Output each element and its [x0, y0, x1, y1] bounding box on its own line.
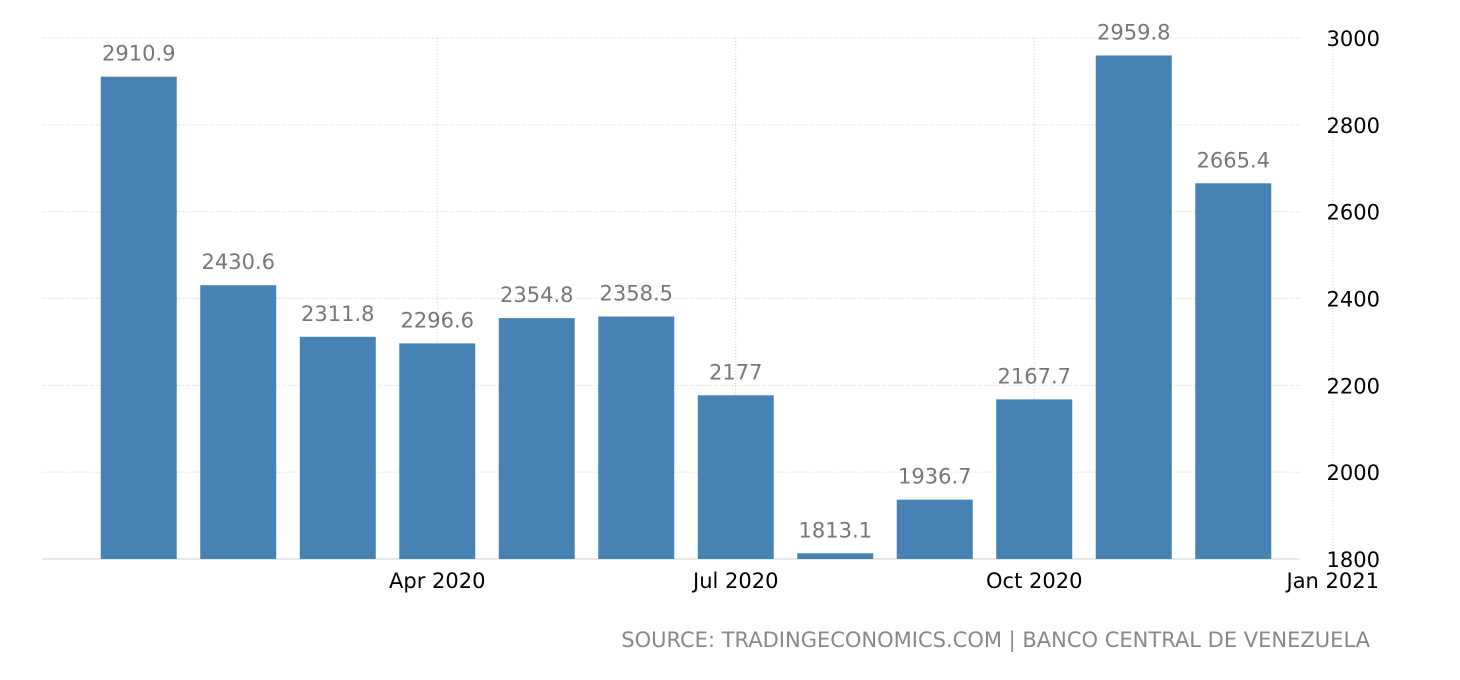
y-tick-label: 2600	[1327, 201, 1380, 225]
data-label: 2665.4	[1197, 148, 1270, 172]
bar	[996, 399, 1073, 559]
source-note: SOURCE: TRADINGECONOMICS.COM | BANCO CEN…	[621, 628, 1370, 652]
bar	[797, 553, 874, 559]
bar	[598, 316, 675, 559]
y-tick-label: 2000	[1327, 461, 1380, 485]
bar	[697, 395, 774, 559]
x-tick-label: Apr 2020	[389, 569, 485, 593]
bar	[100, 76, 177, 559]
data-labels-layer: 2910.9 2430.6 2311.8 2296.6 2354.8 2358.5 2177…	[102, 20, 1270, 542]
bars-layer	[100, 55, 1272, 560]
bar	[1095, 55, 1172, 560]
x-axis: Apr 2020 Jul 2020 Oct 2020 Jan 2021	[389, 569, 1379, 593]
x-tick-label: Oct 2020	[986, 569, 1082, 593]
data-label: 2311.8	[301, 302, 374, 326]
data-label: 1936.7	[898, 465, 971, 489]
data-label: 2959.8	[1097, 20, 1170, 44]
bar	[896, 499, 973, 559]
y-tick-label: 2200	[1327, 374, 1380, 398]
data-label: 2167.7	[998, 364, 1071, 388]
bar	[1195, 183, 1272, 560]
bar	[299, 336, 376, 559]
bar	[498, 318, 575, 559]
x-tick-label: Jul 2020	[691, 569, 778, 593]
data-label: 1813.1	[799, 518, 872, 542]
data-label: 2354.8	[500, 283, 573, 307]
data-label: 2177	[709, 360, 762, 384]
data-label: 2358.5	[600, 282, 673, 306]
y-tick-label: 3000	[1327, 27, 1380, 51]
bar	[200, 285, 277, 559]
y-tick-label: 2400	[1327, 288, 1380, 312]
data-label: 2296.6	[401, 308, 474, 332]
bar	[399, 343, 476, 559]
data-label: 2430.6	[202, 250, 275, 274]
x-tick-label: Jan 2021	[1285, 569, 1380, 593]
y-axis: 1800 2000 2200 2400 2600 2800 3000	[1327, 27, 1380, 572]
y-tick-label: 1800	[1327, 548, 1380, 572]
y-tick-label: 2800	[1327, 114, 1380, 138]
data-label: 2910.9	[102, 42, 175, 66]
